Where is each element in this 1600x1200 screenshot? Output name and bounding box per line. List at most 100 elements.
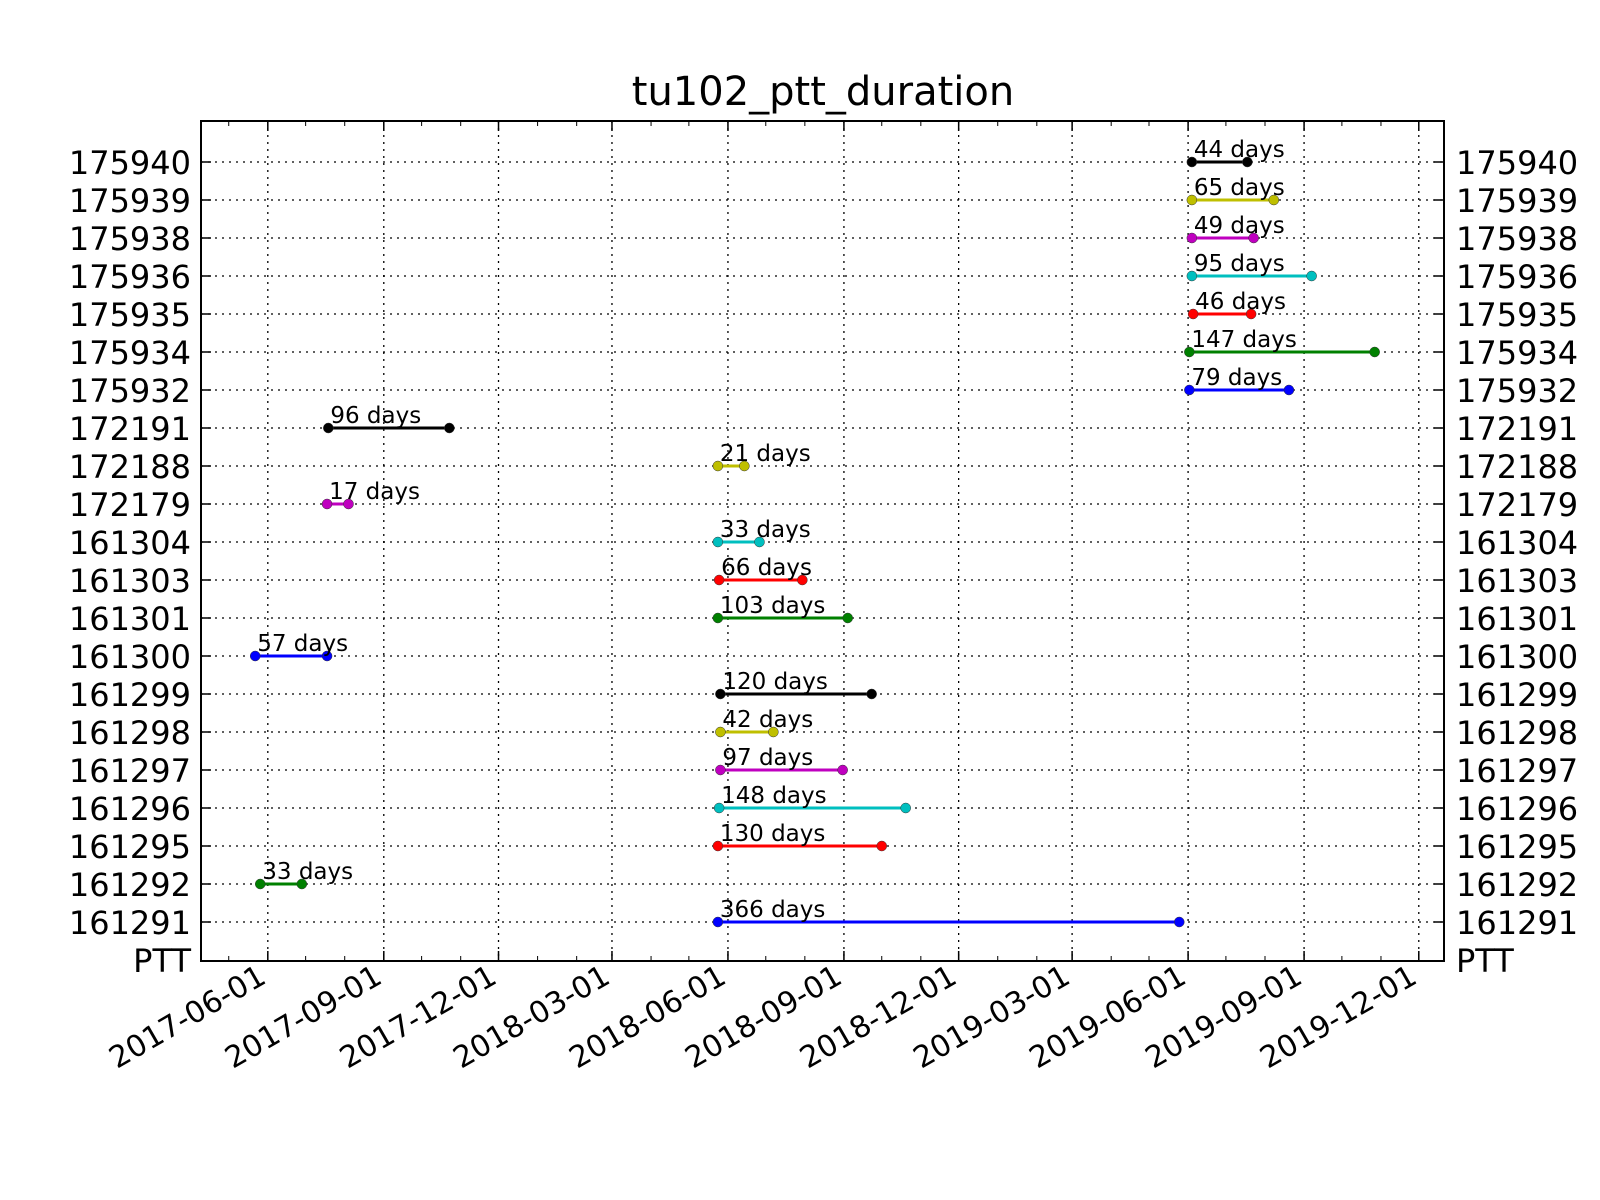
segment-start-point-161301 (712, 612, 724, 624)
y-tick-label-right: 175935 (1456, 296, 1578, 334)
segment-end-point-161297 (837, 764, 848, 776)
segment-end-point-161296 (900, 802, 911, 814)
segment-start-point-175932 (1184, 384, 1195, 396)
duration-label-161304: 33 days (720, 517, 811, 543)
segment-start-point-161295 (712, 840, 724, 852)
segment-end-point-161299 (866, 688, 877, 700)
segment-start-point-161291 (712, 916, 724, 928)
segment-end-point-172188 (739, 460, 750, 472)
y-tick-label-right: 175940 (1456, 144, 1578, 182)
y-tick-label-left: 175936 (69, 258, 191, 296)
y-tick-label-right: 161296 (1456, 790, 1578, 828)
y-tick-label-right: PTT (1456, 942, 1514, 980)
segment-end-point-172179 (343, 498, 354, 510)
y-tick-label-left: PTT (133, 942, 191, 980)
duration-label-161297: 97 days (722, 745, 813, 771)
duration-label-161303: 66 days (721, 555, 812, 581)
segment-end-point-175935 (1245, 308, 1257, 320)
y-tick-label-right: 161303 (1456, 562, 1578, 600)
y-tick-label-left: 161291 (69, 904, 191, 942)
y-tick-label-right: 161295 (1456, 828, 1578, 866)
segment-end-point-175932 (1283, 384, 1295, 396)
segment-start-point-161296 (713, 802, 725, 814)
duration-label-175940: 44 days (1194, 137, 1285, 163)
duration-label-175936: 95 days (1194, 251, 1285, 277)
duration-label-172188: 21 days (720, 441, 811, 467)
y-tick-label-right: 175938 (1456, 220, 1578, 258)
duration-label-161292: 33 days (262, 859, 353, 885)
y-tick-label-right: 172179 (1456, 486, 1578, 524)
duration-label-161298: 42 days (722, 707, 813, 733)
duration-label-175932: 79 days (1191, 365, 1282, 391)
y-tick-label-left: 161297 (69, 752, 191, 790)
segment-start-point-175934 (1184, 346, 1195, 358)
y-tick-label-right: 161304 (1456, 524, 1578, 562)
y-tick-label-left: 175938 (69, 220, 191, 258)
y-tick-label-left: 175932 (69, 372, 191, 410)
y-tick-label-right: 161301 (1456, 600, 1578, 638)
segment-start-point-161304 (712, 536, 724, 548)
y-tick-label-left: 161304 (69, 524, 191, 562)
segment-end-point-175936 (1306, 270, 1317, 282)
y-tick-label-right: 172191 (1456, 410, 1578, 448)
segment-end-point-161304 (754, 536, 765, 548)
y-tick-label-right: 161297 (1456, 752, 1578, 790)
y-tick-label-left: 161295 (69, 828, 191, 866)
plot-frame (200, 120, 1445, 962)
segment-start-point-161297 (715, 764, 726, 776)
y-tick-label-left: 175934 (69, 334, 191, 372)
duration-label-175938: 49 days (1194, 213, 1285, 239)
y-tick-label-left: 161298 (69, 714, 191, 752)
y-tick-label-left: 161300 (69, 638, 191, 676)
y-tick-label-left: 172179 (69, 486, 191, 524)
duration-label-175934: 147 days (1191, 327, 1297, 353)
segment-end-point-175938 (1248, 232, 1259, 244)
duration-label-161291: 366 days (720, 897, 826, 923)
grid-lines (201, 121, 1444, 961)
y-tick-label-right: 175936 (1456, 258, 1578, 296)
y-tick-label-right: 161291 (1456, 904, 1578, 942)
y-tick-label-left: 172188 (69, 448, 191, 486)
y-tick-label-left: 175939 (69, 182, 191, 220)
segment-start-point-175939 (1186, 194, 1198, 206)
segment-start-point-161292 (255, 878, 266, 890)
segment-start-point-175935 (1187, 308, 1199, 320)
duration-label-161295: 130 days (720, 821, 826, 847)
y-tick-label-left: 161301 (69, 600, 191, 638)
segment-end-point-161295 (876, 840, 888, 852)
y-tick-label-left: 161296 (69, 790, 191, 828)
y-tick-label-right: 161298 (1456, 714, 1578, 752)
segment-start-point-161300 (249, 650, 261, 662)
segment-end-point-175940 (1242, 156, 1253, 168)
y-tick-label-left: 161299 (69, 676, 191, 714)
segment-end-point-175939 (1268, 194, 1280, 206)
segment-end-point-161291 (1174, 916, 1185, 928)
segment-start-point-172188 (712, 460, 724, 472)
segment-end-point-172191 (444, 422, 455, 434)
y-tick-label-right: 161292 (1456, 866, 1578, 904)
duration-label-161299: 120 days (722, 669, 828, 695)
segment-start-point-175938 (1186, 232, 1198, 244)
segment-end-point-161303 (797, 574, 808, 586)
duration-label-175935: 46 days (1195, 289, 1286, 315)
duration-label-175939: 65 days (1194, 175, 1285, 201)
segment-end-point-175934 (1369, 346, 1380, 358)
y-tick-label-left: 161292 (69, 866, 191, 904)
y-tick-label-left: 175935 (69, 296, 191, 334)
segment-start-point-161303 (713, 574, 725, 586)
segment-start-point-175940 (1186, 156, 1198, 168)
duration-label-161296: 148 days (721, 783, 827, 809)
segment-end-point-161300 (321, 650, 333, 662)
y-tick-label-left: 161303 (69, 562, 191, 600)
y-tick-label-left: 172191 (69, 410, 191, 448)
duration-label-161300: 57 days (257, 631, 348, 657)
y-tick-label-right: 161300 (1456, 638, 1578, 676)
segment-start-point-161299 (715, 688, 726, 700)
y-tick-label-right: 175932 (1456, 372, 1578, 410)
chart-title: tu102_ptt_duration (632, 69, 1014, 115)
duration-segments: 366 days 33 days 130 days 148 days 97 days 42… (249, 137, 1380, 928)
duration-label-172179: 17 days (329, 479, 420, 505)
segment-start-point-161298 (715, 726, 726, 738)
